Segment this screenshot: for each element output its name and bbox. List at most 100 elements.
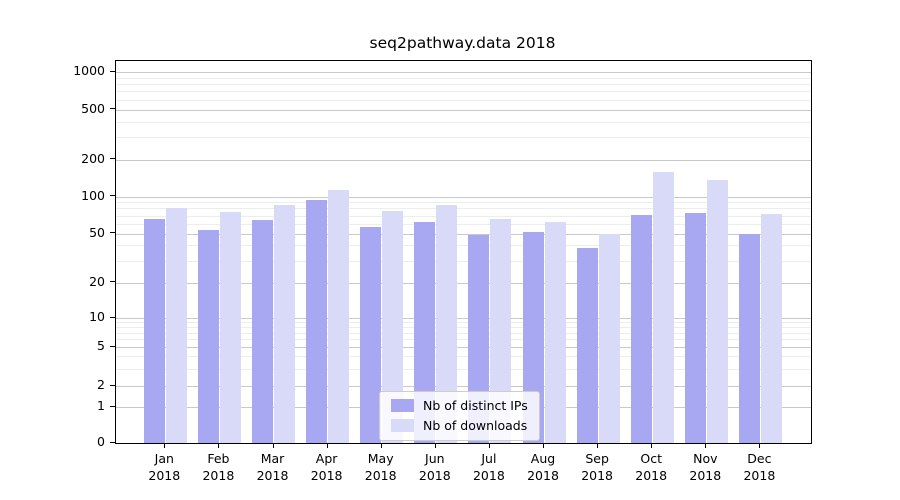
minor-gridline — [116, 327, 811, 329]
x-tick-label-jun: Jun 2018 — [418, 451, 451, 483]
y-tick-mark — [110, 281, 115, 282]
x-tick-mark — [705, 443, 707, 448]
bar-sep-nb-of-distinct-ips — [576, 248, 598, 443]
y-tick-mark — [110, 384, 115, 386]
x-tick-label-aug: Aug 2018 — [527, 451, 559, 483]
minor-gridline — [116, 77, 811, 79]
bar-mar-nb-of-distinct-ips — [252, 220, 273, 443]
x-tick-mark — [651, 443, 653, 448]
minor-gridline — [116, 332, 811, 334]
x-tick-mark — [218, 443, 220, 448]
minor-gridline — [116, 99, 811, 101]
major-gridline — [116, 347, 811, 348]
minor-gridline — [116, 245, 811, 247]
x-tick-mark — [380, 443, 382, 448]
bar-jan-nb-of-distinct-ips — [143, 218, 165, 443]
y-tick-mark — [110, 108, 115, 109]
legend-label: Nb of distinct IPs — [423, 398, 528, 413]
legend-entry: Nb of downloads — [391, 418, 528, 433]
y-tick-label: 2 — [97, 377, 105, 392]
y-tick-label: 5 — [97, 338, 105, 353]
bar-dec-nb-of-downloads — [760, 214, 782, 443]
minor-gridline — [116, 137, 811, 139]
x-tick-label-mar: Mar 2018 — [256, 451, 289, 483]
bar-nov-nb-of-distinct-ips — [684, 212, 706, 443]
x-tick-mark — [597, 443, 599, 448]
y-tick-label: 1 — [97, 398, 105, 413]
x-tick-label-oct: Oct 2018 — [635, 451, 668, 483]
y-tick-mark — [110, 232, 115, 233]
minor-gridline — [116, 202, 811, 204]
y-tick-mark — [110, 195, 115, 196]
bar-jul-nb-of-downloads — [490, 218, 512, 443]
bar-aug-nb-of-downloads — [544, 222, 566, 443]
bar-jan-nb-of-downloads — [165, 208, 187, 443]
chart-title: seq2pathway.data 2018 — [369, 34, 556, 52]
major-gridline — [116, 318, 811, 319]
bar-dec-nb-of-distinct-ips — [738, 233, 760, 443]
minor-gridline — [116, 322, 811, 324]
y-tick-mark — [110, 70, 115, 72]
x-tick-mark — [759, 443, 761, 448]
minor-gridline — [116, 208, 811, 210]
bar-apr-nb-of-downloads — [328, 189, 350, 443]
x-tick-label-nov: Nov 2018 — [689, 451, 722, 483]
y-tick-label: 200 — [81, 150, 105, 166]
y-tick-label: 0 — [97, 434, 105, 449]
y-tick-label: 100 — [81, 187, 105, 203]
minor-gridline — [116, 121, 811, 123]
minor-gridline — [116, 339, 811, 341]
x-tick-label-jul: Jul 2018 — [472, 451, 505, 483]
minor-gridline — [116, 223, 811, 225]
major-gridline — [116, 72, 811, 73]
x-tick-label-feb: Feb 2018 — [202, 451, 235, 483]
bar-may-nb-of-distinct-ips — [360, 227, 382, 443]
x-tick-label-sep: Sep 2018 — [581, 451, 613, 483]
bar-mar-nb-of-downloads — [274, 205, 295, 443]
bar-feb-nb-of-downloads — [219, 211, 241, 443]
bar-jun-nb-of-distinct-ips — [414, 222, 436, 443]
bar-nov-nb-of-downloads — [706, 179, 728, 443]
y-tick-label: 10 — [89, 309, 105, 324]
major-gridline — [116, 386, 811, 387]
y-tick-mark — [110, 316, 115, 318]
x-tick-label-may: May 2018 — [364, 451, 397, 483]
y-tick-label: 1000 — [73, 63, 105, 78]
y-tick-label: 500 — [81, 100, 105, 116]
legend: Nb of distinct IPs Nb of downloads — [379, 391, 540, 441]
x-tick-label-jan: Jan 2018 — [148, 451, 181, 483]
major-gridline — [116, 159, 811, 161]
x-tick-mark — [488, 443, 490, 448]
bar-jul-nb-of-distinct-ips — [468, 234, 490, 443]
major-gridline — [116, 109, 811, 111]
bar-oct-nb-of-downloads — [652, 172, 674, 443]
legend-entry: Nb of distinct IPs — [391, 398, 528, 413]
legend-label: Nb of downloads — [423, 418, 528, 433]
major-gridline — [116, 233, 811, 235]
bar-feb-nb-of-distinct-ips — [197, 230, 219, 443]
bar-aug-nb-of-distinct-ips — [522, 232, 544, 443]
minor-gridline — [116, 368, 811, 370]
legend-swatch-icon — [391, 399, 414, 412]
y-tick-mark — [110, 405, 115, 407]
bar-oct-nb-of-distinct-ips — [630, 214, 652, 443]
y-tick-label: 50 — [89, 224, 105, 240]
x-tick-mark — [543, 443, 544, 448]
bar-sep-nb-of-downloads — [598, 233, 620, 443]
minor-gridline — [116, 356, 811, 358]
x-tick-label-apr: Apr 2018 — [310, 451, 343, 483]
x-tick-mark — [326, 443, 328, 448]
major-gridline — [116, 196, 811, 198]
bar-may-nb-of-downloads — [382, 211, 404, 443]
y-tick-mark — [110, 345, 115, 347]
major-gridline — [116, 282, 811, 284]
y-tick-label: 20 — [89, 273, 105, 289]
legend-swatch-icon — [391, 419, 414, 432]
x-tick-mark — [272, 443, 274, 448]
minor-gridline — [116, 260, 811, 262]
y-tick-mark — [110, 441, 115, 443]
plot-area — [115, 60, 812, 444]
minor-gridline — [116, 215, 811, 217]
x-tick-mark — [164, 443, 166, 448]
